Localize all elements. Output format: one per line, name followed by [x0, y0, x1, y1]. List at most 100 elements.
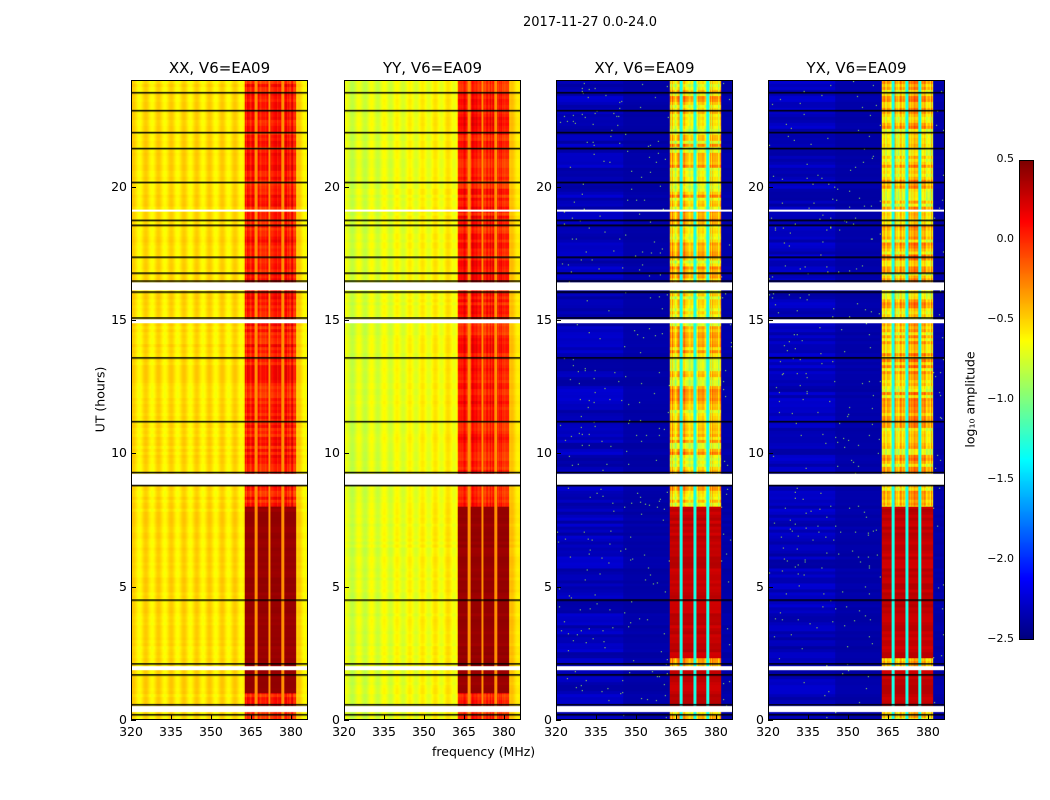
x-tick-mark [383, 715, 385, 720]
x-tick-label: 350 [199, 724, 223, 739]
panel-title: XX, V6=EA09 [168, 59, 271, 77]
y-tick-mark [556, 186, 561, 188]
x-tick-mark [344, 715, 345, 720]
y-tick-label: 5 [756, 578, 764, 594]
y-tick-mark [344, 586, 349, 588]
y-tick-label: 15 [111, 312, 127, 327]
colorbar-tick-label: 0.0 [996, 232, 1015, 245]
x-tick-mark [210, 715, 212, 720]
x-tick-label: 365 [239, 724, 263, 739]
heatmap-panel [768, 80, 945, 720]
x-tick-label: 350 [412, 724, 436, 739]
colorbar-tick-label: −2.5 [987, 632, 1014, 645]
y-tick-mark [344, 720, 349, 721]
y-tick-mark [556, 453, 561, 455]
y-tick-label: 0 [756, 712, 764, 727]
y-tick-label: 5 [332, 578, 340, 594]
x-tick-mark [423, 715, 425, 720]
x-tick-label: 365 [876, 724, 900, 739]
x-tick-label: 365 [664, 724, 688, 739]
y-tick-mark [768, 186, 773, 188]
colorbar [1019, 160, 1034, 640]
y-tick-label: 0 [332, 712, 340, 727]
x-axis-label: frequency (MHz) [432, 744, 536, 759]
y-tick-mark [768, 586, 773, 588]
x-tick-mark [927, 715, 929, 720]
heatmap-panel [344, 80, 521, 720]
x-tick-mark [847, 715, 849, 720]
y-tick-label: 20 [748, 178, 764, 194]
x-tick-mark [503, 715, 505, 720]
y-tick-mark [344, 453, 349, 455]
figure-title: 2017-11-27 0.0-24.0 [523, 15, 657, 30]
colorbar-tick-label: 0.5 [996, 152, 1015, 165]
x-tick-mark [715, 715, 717, 720]
y-tick-label: 0 [544, 712, 552, 727]
colorbar-label: log₁₀ amplitude [962, 351, 978, 448]
y-tick-label: 10 [748, 445, 764, 461]
y-tick-label: 0 [119, 712, 127, 727]
y-tick-mark [556, 720, 561, 721]
y-tick-label: 15 [324, 312, 340, 327]
panel-title: XY, V6=EA09 [594, 59, 695, 77]
y-tick-mark [131, 720, 136, 721]
x-tick-label: 380 [492, 724, 516, 739]
panel-title: YY, V6=EA09 [382, 59, 483, 77]
y-tick-label: 5 [544, 578, 552, 594]
x-tick-label: 320 [119, 724, 143, 739]
y-tick-label: 20 [324, 178, 340, 194]
heatmap-cells [557, 81, 732, 719]
x-tick-mark [595, 715, 597, 720]
colorbar-tick-label: −1.0 [987, 392, 1014, 405]
heatmap-panel [556, 80, 733, 720]
heatmap-cells [345, 81, 520, 719]
y-tick-label: 20 [111, 178, 127, 194]
y-tick-label: 10 [536, 445, 552, 461]
x-tick-mark [250, 715, 252, 720]
y-tick-mark [131, 186, 136, 188]
y-tick-mark [556, 320, 561, 321]
y-tick-label: 15 [536, 312, 552, 327]
x-tick-label: 335 [584, 724, 608, 739]
x-tick-label: 350 [624, 724, 648, 739]
y-tick-label: 15 [748, 312, 764, 327]
x-tick-mark [463, 715, 465, 720]
y-tick-label: 10 [324, 445, 340, 461]
colorbar-tick-label: −2.0 [987, 552, 1014, 565]
y-tick-label: 20 [536, 178, 552, 194]
y-tick-mark [131, 586, 136, 588]
x-tick-label: 380 [916, 724, 940, 739]
x-tick-label: 380 [704, 724, 728, 739]
colorbar-tick-label: −0.5 [987, 312, 1014, 325]
heatmap-cells [132, 81, 307, 719]
x-tick-label: 320 [756, 724, 780, 739]
x-tick-label: 380 [279, 724, 303, 739]
x-tick-mark [887, 715, 889, 720]
y-tick-mark [344, 186, 349, 188]
x-tick-mark [290, 715, 292, 720]
y-tick-label: 5 [119, 578, 127, 594]
y-tick-mark [131, 453, 136, 455]
y-tick-label: 10 [111, 445, 127, 461]
heatmap-cells [769, 81, 944, 719]
x-tick-label: 365 [452, 724, 476, 739]
y-tick-mark [768, 720, 773, 721]
y-tick-mark [344, 320, 349, 321]
x-tick-label: 335 [796, 724, 820, 739]
y-tick-mark [768, 453, 773, 455]
colorbar-tick-label: −1.5 [987, 472, 1014, 485]
y-tick-mark [768, 320, 773, 321]
x-tick-mark [170, 715, 172, 720]
panel-title: YX, V6=EA09 [806, 59, 907, 77]
x-tick-label: 335 [159, 724, 183, 739]
x-tick-label: 335 [372, 724, 396, 739]
x-tick-mark [131, 715, 132, 720]
heatmap-panel [131, 80, 308, 720]
x-tick-mark [635, 715, 637, 720]
x-tick-label: 320 [544, 724, 568, 739]
y-axis-label: UT (hours) [92, 366, 108, 433]
y-tick-mark [556, 586, 561, 588]
x-tick-mark [556, 715, 557, 720]
x-tick-label: 350 [836, 724, 860, 739]
x-tick-mark [807, 715, 809, 720]
